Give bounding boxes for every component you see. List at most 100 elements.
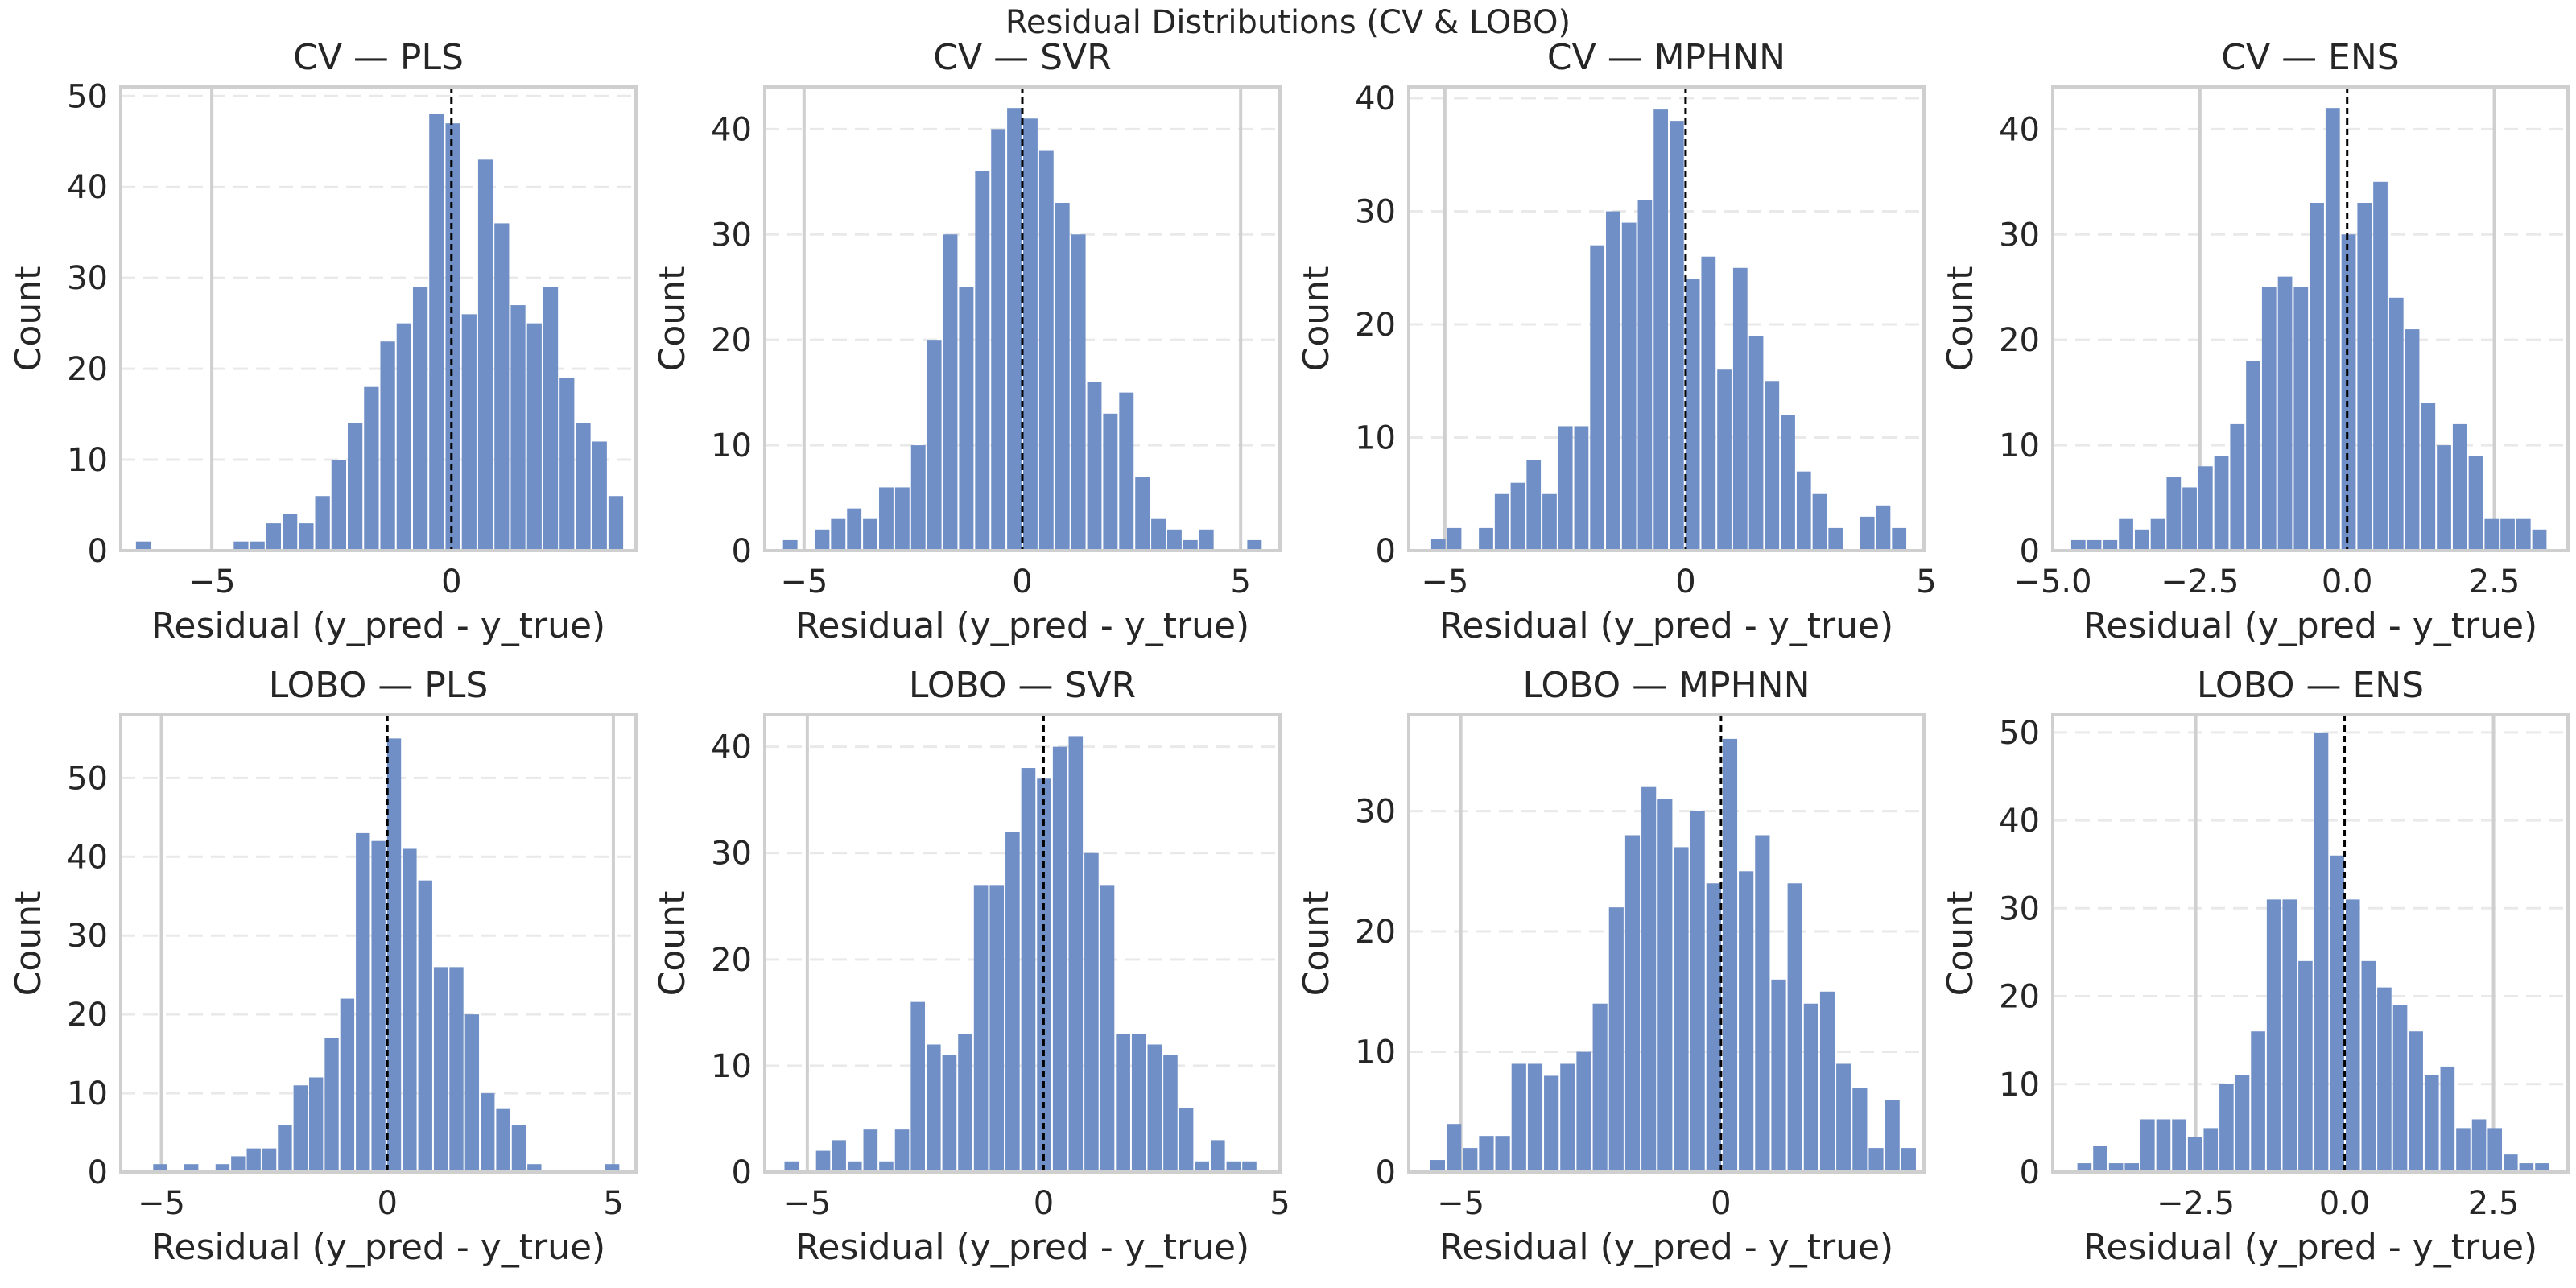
subplot-5: 0 10 20 30 40 50 −5 0 5 LOBO — PLS Residual (y_pre… (8, 665, 638, 1268)
x-tick-label: −2.5 (2161, 564, 2239, 601)
y-tick-label: 30 (67, 260, 108, 297)
histogram-bar (308, 1077, 324, 1172)
histogram-bar (526, 323, 542, 551)
histogram-bar (2484, 518, 2500, 551)
histogram-bar (1836, 1063, 1852, 1172)
histogram-bar (1701, 256, 1716, 551)
y-axis-label: Count (652, 891, 693, 997)
histogram-bar (1892, 527, 1907, 551)
y-tick-label: 10 (1355, 420, 1396, 457)
histogram-bar (989, 885, 1005, 1172)
histogram-bar (1576, 1051, 1591, 1172)
histogram-bar (1542, 493, 1557, 551)
histogram-bar (2388, 297, 2404, 551)
histogram-bar (246, 1148, 261, 1172)
histogram-bar (1210, 1140, 1225, 1172)
histogram-bar (815, 529, 830, 551)
x-tick-label: −5 (780, 564, 828, 601)
y-tick-label: 20 (67, 997, 108, 1034)
x-tick-label: 2.5 (2469, 564, 2520, 601)
histogram-bar (543, 287, 559, 551)
histogram-bar (1706, 883, 1721, 1172)
histogram-bar (1781, 415, 1795, 551)
y-axis-label: Count (1296, 266, 1337, 372)
histogram-bar (371, 840, 386, 1172)
histogram-bar (958, 1034, 972, 1172)
histogram-bar (847, 1161, 862, 1172)
histogram-bar (1038, 150, 1054, 551)
subplot-title: LOBO — PLS (269, 665, 489, 706)
histogram-bar (1495, 1136, 1510, 1172)
histogram-bar (1732, 267, 1748, 551)
histogram-bar (1558, 426, 1573, 551)
histogram-bar (1199, 529, 1214, 551)
histogram-bar (1608, 907, 1624, 1172)
y-tick-label: 10 (711, 427, 752, 464)
x-tick-label: −2.5 (2157, 1185, 2235, 1222)
histogram-bar (1430, 1160, 1446, 1172)
histogram-bar (1803, 1003, 1818, 1172)
histogram-bar (1100, 885, 1115, 1172)
histogram-bar (2440, 1066, 2455, 1172)
y-tick-label: 40 (67, 169, 108, 206)
histogram-bar (2310, 203, 2324, 551)
histogram-bar (1183, 539, 1198, 551)
histogram-bar (153, 1164, 167, 1172)
histogram-bar (2325, 108, 2340, 551)
histogram-bar (1722, 738, 1738, 1172)
histogram-bar (1526, 460, 1542, 551)
histogram-bar (1657, 799, 1673, 1172)
histogram-bar (605, 1164, 620, 1172)
histogram-bar (784, 1161, 799, 1172)
histogram-bar (1242, 1161, 1257, 1172)
x-axis-label: Residual (y_pred - y_true) (151, 1227, 605, 1268)
y-tick-label: 0 (732, 1154, 752, 1191)
subplot-title: CV — ENS (2221, 37, 2399, 78)
histogram-bar (815, 1150, 831, 1172)
histogram-bar (1852, 1088, 1868, 1172)
histogram-bar (511, 1125, 526, 1172)
histogram-bar (2409, 1031, 2423, 1172)
histogram-bar (2357, 203, 2372, 551)
histogram-bar (2468, 456, 2483, 551)
x-tick-label: 5 (1916, 564, 1936, 601)
y-tick-label: 10 (67, 1075, 108, 1113)
histogram-bar (2124, 1163, 2140, 1172)
histogram-bar (2503, 1154, 2518, 1172)
subplot-title: LOBO — MPHNN (1522, 665, 1810, 706)
x-tick-label: 5 (1230, 564, 1250, 601)
y-axis-label: Count (8, 891, 49, 997)
histogram-bar (1430, 539, 1446, 551)
y-axis-label: Count (652, 266, 693, 372)
histogram-bar (1021, 768, 1036, 1172)
histogram-bar (1195, 1161, 1209, 1172)
histogram-bar (1637, 200, 1653, 551)
histogram-bar (1544, 1075, 1559, 1172)
x-tick-label: 0.0 (2322, 564, 2373, 601)
histogram-bar (863, 1129, 878, 1172)
histogram-bar (927, 340, 942, 551)
x-tick-label: −5 (188, 564, 236, 601)
histogram-bar (942, 1055, 957, 1172)
histogram-bar (1885, 1100, 1900, 1172)
histogram-bar (2392, 1005, 2408, 1172)
histogram-bar (2437, 445, 2451, 551)
x-tick-label: −5.0 (2013, 564, 2091, 601)
x-axis-label: Residual (y_pred - y_true) (795, 605, 1249, 646)
histogram-bar (2500, 518, 2515, 551)
histogram-bar (1163, 1055, 1178, 1172)
histogram-bar (1669, 121, 1684, 551)
y-tick-label: 20 (711, 942, 752, 979)
histogram-bar (1084, 852, 1099, 1172)
histogram-bar (1621, 222, 1637, 551)
histogram-bar (1037, 778, 1051, 1172)
y-tick-label: 30 (711, 836, 752, 873)
histogram-bar (1674, 847, 1689, 1172)
histogram-bar (1653, 109, 1668, 551)
histogram-bar (2487, 1128, 2502, 1172)
histogram-bar (592, 441, 607, 551)
subplot-title: LOBO — ENS (2197, 665, 2424, 706)
histogram-bar (2519, 1163, 2534, 1172)
histogram-bar (832, 1140, 846, 1172)
